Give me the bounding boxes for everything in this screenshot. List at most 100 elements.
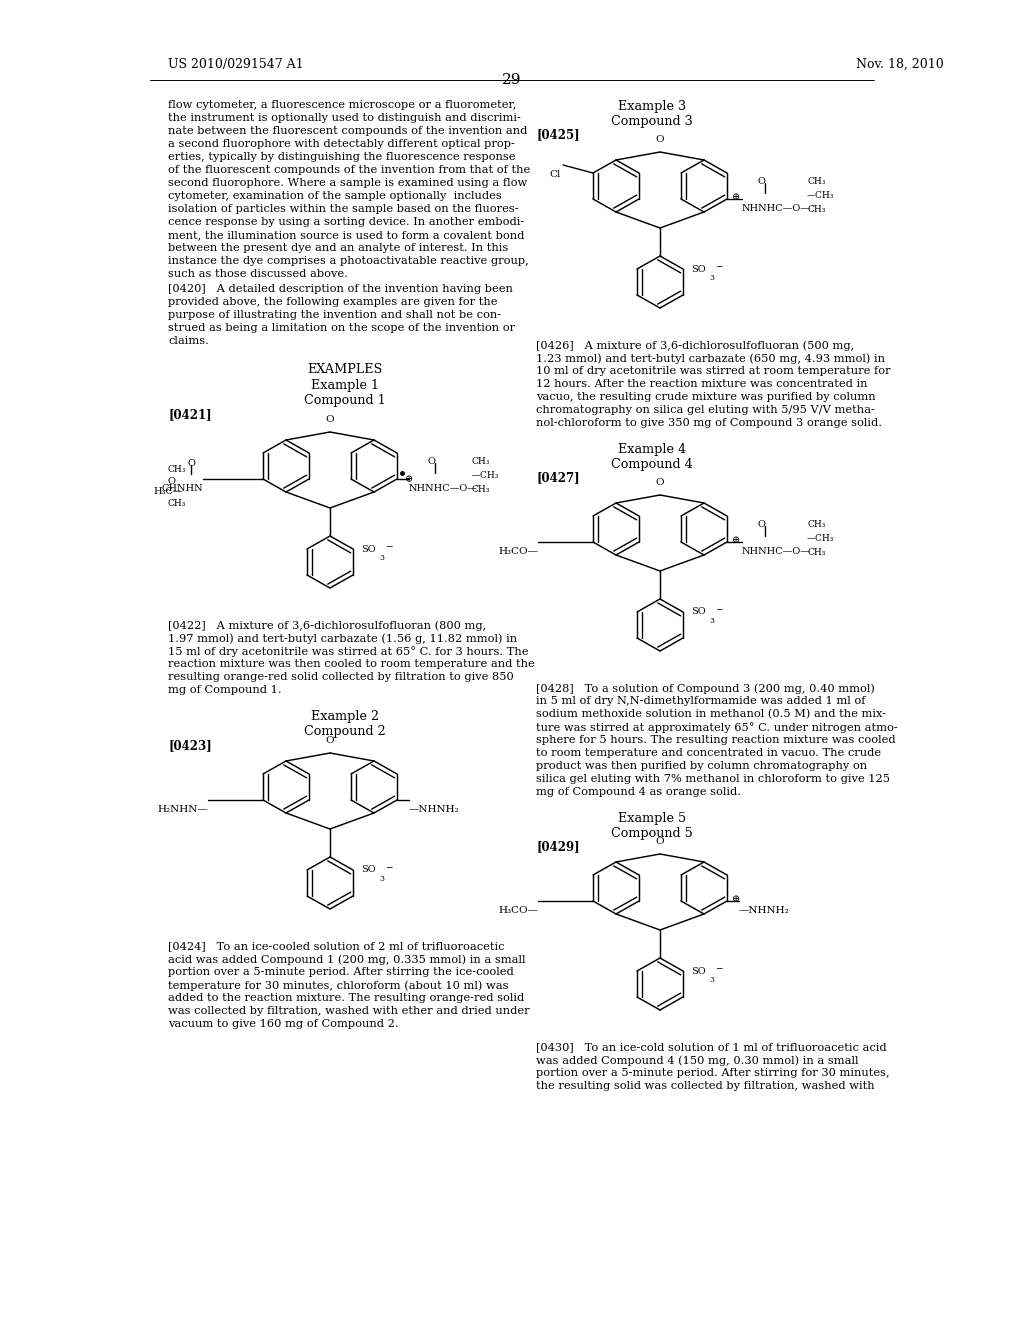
Text: Compound 1: Compound 1: [304, 393, 386, 407]
Text: [0421]: [0421]: [168, 408, 212, 421]
Text: Example 4: Example 4: [617, 444, 686, 455]
Text: [0429]: [0429]: [536, 840, 580, 853]
Text: Example 3: Example 3: [617, 100, 686, 114]
Text: chromatography on silica gel eluting with 5/95 V/V metha-: chromatography on silica gel eluting wit…: [536, 405, 874, 414]
Text: H₃CO—: H₃CO—: [498, 546, 538, 556]
Text: −: −: [715, 964, 723, 972]
Text: Cl: Cl: [550, 170, 561, 180]
Text: 15 ml of dry acetonitrile was stirred at 65° C. for 3 hours. The: 15 ml of dry acetonitrile was stirred at…: [168, 645, 528, 657]
Text: cence response by using a sorting device. In another embodi-: cence response by using a sorting device…: [168, 216, 524, 227]
Text: O: O: [326, 737, 334, 744]
Text: Example 2: Example 2: [311, 710, 379, 723]
Text: H₂NHN—: H₂NHN—: [158, 805, 208, 814]
Text: H₃CO—: H₃CO—: [498, 906, 538, 915]
Text: O: O: [655, 478, 665, 487]
Text: −: −: [385, 862, 392, 871]
Text: ture was stirred at approximately 65° C. under nitrogen atmo-: ture was stirred at approximately 65° C.…: [536, 722, 898, 733]
Text: cytometer, examination of the sample optionally  includes: cytometer, examination of the sample opt…: [168, 191, 502, 201]
Text: H₃C—: H₃C—: [153, 487, 182, 496]
Text: was added Compound 4 (150 mg, 0.30 mmol) in a small: was added Compound 4 (150 mg, 0.30 mmol)…: [536, 1055, 858, 1065]
Text: 3: 3: [709, 616, 714, 624]
Text: Example 5: Example 5: [617, 812, 686, 825]
Text: NHNHC—O—: NHNHC—O—: [409, 484, 478, 492]
Text: Example 1: Example 1: [311, 379, 379, 392]
Text: flow cytometer, a fluorescence microscope or a fluorometer,: flow cytometer, a fluorescence microscop…: [168, 100, 516, 110]
Text: resulting orange-red solid collected by filtration to give 850: resulting orange-red solid collected by …: [168, 672, 514, 682]
Text: such as those discussed above.: such as those discussed above.: [168, 269, 348, 279]
Text: —NHNH₂: —NHNH₂: [739, 906, 790, 915]
Text: O: O: [187, 459, 195, 469]
Text: of the fluorescent compounds of the invention from that of the: of the fluorescent compounds of the inve…: [168, 165, 530, 176]
Text: the instrument is optionally used to distinguish and discrimi-: the instrument is optionally used to dis…: [168, 114, 521, 123]
Text: 1.97 mmol) and tert-butyl carbazate (1.56 g, 11.82 mmol) in: 1.97 mmol) and tert-butyl carbazate (1.5…: [168, 634, 517, 644]
Text: portion over a 5-minute period. After stirring for 30 minutes,: portion over a 5-minute period. After st…: [536, 1068, 890, 1078]
Text: SO: SO: [691, 264, 706, 273]
Text: mg of Compound 4 as orange solid.: mg of Compound 4 as orange solid.: [536, 787, 741, 797]
Text: vacuo, the resulting crude mixture was purified by column: vacuo, the resulting crude mixture was p…: [536, 392, 876, 403]
Text: vacuum to give 160 mg of Compound 2.: vacuum to give 160 mg of Compound 2.: [168, 1019, 398, 1030]
Text: O: O: [757, 520, 765, 529]
Text: [0426]   A mixture of 3,6-dichlorosulfofluoran (500 mg,: [0426] A mixture of 3,6-dichlorosulfoflu…: [536, 341, 854, 351]
Text: US 2010/0291547 A1: US 2010/0291547 A1: [168, 58, 304, 71]
Text: 29: 29: [502, 73, 522, 87]
Text: CH₃: CH₃: [472, 457, 490, 466]
Text: 1.23 mmol) and tert-butyl carbazate (650 mg, 4.93 mmol) in: 1.23 mmol) and tert-butyl carbazate (650…: [536, 352, 885, 363]
Text: CHNHN: CHNHN: [162, 484, 203, 492]
Text: [0420]   A detailed description of the invention having been: [0420] A detailed description of the inv…: [168, 284, 513, 294]
Text: ⊕: ⊕: [732, 536, 740, 545]
Text: CH₃: CH₃: [807, 205, 825, 214]
Text: Compound 5: Compound 5: [611, 828, 693, 840]
Text: isolation of particles within the sample based on the fluores-: isolation of particles within the sample…: [168, 205, 518, 214]
Text: [0430]   To an ice-cold solution of 1 ml of trifluoroacetic acid: [0430] To an ice-cold solution of 1 ml o…: [536, 1041, 887, 1052]
Text: provided above, the following examples are given for the: provided above, the following examples a…: [168, 297, 498, 308]
Text: O: O: [655, 135, 665, 144]
Text: 12 hours. After the reaction mixture was concentrated in: 12 hours. After the reaction mixture was…: [536, 379, 867, 389]
Text: ⊕: ⊕: [732, 895, 740, 904]
Text: silica gel eluting with 7% methanol in chloroform to give 125: silica gel eluting with 7% methanol in c…: [536, 774, 890, 784]
Text: CH₃: CH₃: [168, 465, 186, 474]
Text: 3: 3: [709, 975, 714, 983]
Text: nol-chloroform to give 350 mg of Compound 3 orange solid.: nol-chloroform to give 350 mg of Compoun…: [536, 418, 882, 428]
Text: —CH₃: —CH₃: [807, 535, 835, 543]
Text: —CH₃: —CH₃: [472, 471, 500, 480]
Text: added to the reaction mixture. The resulting orange-red solid: added to the reaction mixture. The resul…: [168, 993, 524, 1003]
Text: —NHNH₂: —NHNH₂: [409, 805, 460, 814]
Text: [0423]: [0423]: [168, 739, 212, 752]
Text: sodium methoxide solution in methanol (0.5 M) and the mix-: sodium methoxide solution in methanol (0…: [536, 709, 886, 719]
Text: −: −: [715, 261, 723, 271]
Text: SO: SO: [361, 544, 376, 553]
Text: [0428]   To a solution of Compound 3 (200 mg, 0.40 mmol): [0428] To a solution of Compound 3 (200 …: [536, 682, 874, 693]
Text: claims.: claims.: [168, 337, 209, 346]
Text: erties, typically by distinguishing the fluorescence response: erties, typically by distinguishing the …: [168, 152, 515, 162]
Text: 3: 3: [379, 875, 384, 883]
Text: NHNHC—O—: NHNHC—O—: [742, 546, 811, 556]
Text: CH₃: CH₃: [807, 520, 825, 529]
Text: Nov. 18, 2010: Nov. 18, 2010: [856, 58, 944, 71]
Text: [0422]   A mixture of 3,6-dichlorosulfofluoran (800 mg,: [0422] A mixture of 3,6-dichlorosulfoflu…: [168, 620, 486, 631]
Text: ment, the illumination source is used to form a covalent bond: ment, the illumination source is used to…: [168, 230, 524, 240]
Text: SO: SO: [691, 966, 706, 975]
Text: to room temperature and concentrated in vacuo. The crude: to room temperature and concentrated in …: [536, 748, 881, 758]
Text: mg of Compound 1.: mg of Compound 1.: [168, 685, 282, 696]
Text: purpose of illustrating the invention and shall not be con-: purpose of illustrating the invention an…: [168, 310, 501, 319]
Text: [0427]: [0427]: [536, 471, 580, 484]
Text: [0425]: [0425]: [536, 128, 580, 141]
Text: ⊕: ⊕: [732, 193, 740, 202]
Text: temperature for 30 minutes, chloroform (about 10 ml) was: temperature for 30 minutes, chloroform (…: [168, 979, 509, 990]
Text: Compound 3: Compound 3: [611, 115, 693, 128]
Text: acid was added Compound 1 (200 mg, 0.335 mmol) in a small: acid was added Compound 1 (200 mg, 0.335…: [168, 954, 525, 965]
Text: 3: 3: [709, 275, 714, 282]
Text: CH₃: CH₃: [168, 499, 186, 508]
Text: O: O: [326, 414, 334, 424]
Text: NHNHC—O—: NHNHC—O—: [742, 205, 811, 213]
Text: Compound 2: Compound 2: [304, 725, 386, 738]
Text: instance the dye comprises a photoactivatable reactive group,: instance the dye comprises a photoactiva…: [168, 256, 528, 267]
Text: a second fluorophore with detectably different optical prop-: a second fluorophore with detectably dif…: [168, 139, 515, 149]
Text: SO: SO: [361, 866, 376, 874]
Text: O: O: [655, 837, 665, 846]
Text: 10 ml of dry acetonitrile was stirred at room temperature for: 10 ml of dry acetonitrile was stirred at…: [536, 366, 891, 376]
Text: CH₃: CH₃: [807, 177, 825, 186]
Text: ⊕: ⊕: [406, 475, 413, 484]
Text: 3: 3: [379, 554, 384, 562]
Text: was collected by filtration, washed with ether and dried under: was collected by filtration, washed with…: [168, 1006, 529, 1016]
